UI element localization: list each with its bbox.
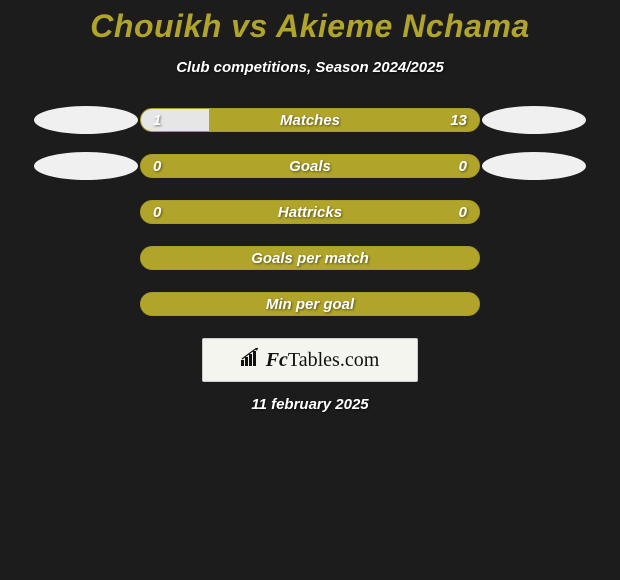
right-player-badge — [480, 105, 588, 135]
right-player-badge — [480, 197, 588, 227]
comparison-infographic: Chouikh vs Akieme Nchama Club competitio… — [0, 0, 620, 413]
left-player-badge — [32, 289, 140, 319]
stat-row: 00Goals — [0, 154, 620, 178]
stat-row: Min per goal — [0, 292, 620, 316]
stat-label: Goals per match — [141, 247, 479, 270]
date-label: 11 february 2025 — [0, 396, 620, 413]
left-player-badge — [32, 105, 140, 135]
stat-row: Goals per match — [0, 246, 620, 270]
fctables-logo: FcTables.com — [241, 348, 380, 372]
stat-bar: Goals per match — [140, 246, 480, 270]
source-badge: FcTables.com — [202, 338, 418, 382]
stat-label: Matches — [141, 109, 479, 132]
left-player-badge — [32, 197, 140, 227]
stat-bar: 00Goals — [140, 154, 480, 178]
bar-chart-icon — [241, 348, 263, 366]
stat-label: Min per goal — [141, 293, 479, 316]
stat-label: Goals — [141, 155, 479, 178]
stat-bar: 00Hattricks — [140, 200, 480, 224]
subtitle: Club competitions, Season 2024/2025 — [0, 59, 620, 76]
stat-bar: Min per goal — [140, 292, 480, 316]
brand-text-rest: Tables.com — [288, 349, 379, 372]
player-ellipse-icon — [482, 106, 586, 134]
stat-row: 00Hattricks — [0, 200, 620, 224]
player-ellipse-icon — [34, 152, 138, 180]
player-ellipse-icon — [482, 152, 586, 180]
right-player-badge — [480, 151, 588, 181]
stat-bar: 113Matches — [140, 108, 480, 132]
stat-label: Hattricks — [141, 201, 479, 224]
right-player-badge — [480, 289, 588, 319]
brand-text-fc: Fc — [266, 349, 288, 372]
right-player-badge — [480, 243, 588, 273]
stats-rows: 113Matches 00Goals 00Hattricks Goals per ma… — [0, 108, 620, 316]
player-ellipse-icon — [34, 106, 138, 134]
left-player-badge — [32, 243, 140, 273]
stat-row: 113Matches — [0, 108, 620, 132]
page-title: Chouikh vs Akieme Nchama — [0, 8, 620, 45]
left-player-badge — [32, 151, 140, 181]
